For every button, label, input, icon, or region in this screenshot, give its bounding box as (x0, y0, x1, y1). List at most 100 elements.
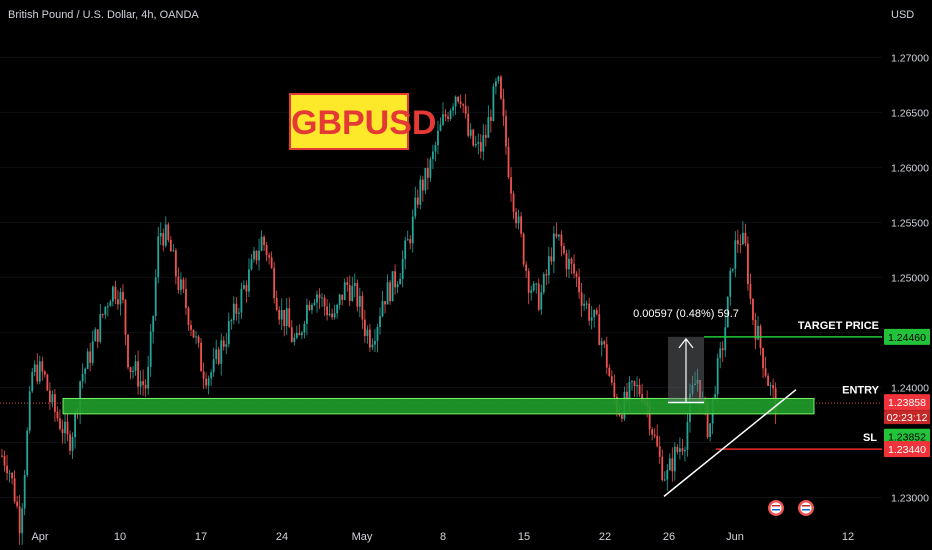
candle-body (84, 368, 87, 374)
candle-body (583, 303, 586, 306)
candle-body (366, 329, 369, 337)
candle-body (288, 308, 291, 328)
candle-body (502, 98, 505, 117)
candle-body (86, 351, 89, 369)
event-icon-stripe (772, 505, 780, 507)
candle-body (613, 382, 616, 398)
candle-body (64, 421, 66, 434)
candle-body (741, 232, 744, 245)
candle-body (61, 429, 64, 434)
candle-body (479, 142, 482, 152)
candle-body (404, 240, 407, 259)
candle-body (154, 277, 157, 317)
entry-price-badge-bg (884, 428, 930, 445)
candle-body (69, 434, 71, 451)
event-icon-flag (770, 502, 782, 514)
time-tick-label: 10 (114, 531, 126, 543)
candle-body (495, 81, 497, 87)
candle-body (56, 411, 59, 419)
candle-body (545, 274, 548, 276)
candle-body (182, 279, 185, 289)
candle-body (442, 114, 444, 125)
candle-body (472, 129, 475, 146)
candle-body (26, 430, 29, 475)
candle-body (595, 309, 598, 315)
candle-body (391, 271, 394, 302)
candle-body (570, 258, 573, 264)
candle-body (185, 288, 187, 309)
candle-body (767, 375, 769, 386)
price-tick-label: 1.26000 (891, 162, 929, 174)
candle-body (668, 458, 671, 471)
candle-body (769, 385, 772, 387)
candle-body (434, 145, 437, 152)
candle-body (462, 104, 465, 106)
candle-body (568, 258, 570, 270)
candle-body (157, 236, 160, 278)
price-tick-label: 1.24000 (891, 382, 929, 394)
economic-event-icon[interactable] (768, 500, 784, 516)
candle-body (507, 146, 510, 178)
candle-body (212, 359, 215, 373)
candle-body (71, 436, 74, 451)
candle-body (621, 415, 623, 419)
candle-body (744, 232, 747, 244)
candle-body (117, 299, 119, 305)
candle-body (401, 258, 404, 279)
candle-body (600, 341, 603, 345)
candle-body (489, 117, 492, 121)
candle-body (230, 320, 233, 322)
candle-body (676, 446, 679, 452)
candle-body (550, 256, 553, 262)
time-axis[interactable]: Apr 10 17 24 May 8 15 22 26 Jun 12 (31, 531, 854, 543)
time-tick-label: 26 (663, 531, 675, 543)
candle-body (23, 474, 26, 509)
countdown-badge: 02:23:12 (887, 412, 928, 424)
candle-body (517, 216, 520, 224)
candle-body (464, 105, 467, 114)
candle-body (734, 240, 737, 269)
candle-body (210, 372, 213, 379)
price-axis[interactable]: USD 1.27000 1.26500 1.26000 1.25500 1.25000 1.… (882, 0, 932, 550)
candle-body (96, 329, 99, 342)
candle-body (444, 114, 447, 117)
candle-body (429, 159, 432, 178)
candle-body (542, 274, 545, 293)
candle-body (706, 404, 709, 438)
candle-body (280, 309, 283, 320)
candle-body (492, 86, 495, 121)
candle-body (162, 233, 165, 246)
candle-body (459, 101, 462, 105)
candle-body (311, 304, 313, 311)
candle-body (484, 135, 487, 138)
candle-body (673, 446, 676, 472)
candle-body (696, 379, 699, 384)
candle-body (588, 303, 591, 321)
candle-body (114, 286, 117, 300)
candle-body (215, 349, 218, 360)
candle-body (99, 314, 102, 342)
candle-body (273, 267, 276, 299)
candle-body (666, 470, 669, 480)
candle-body (250, 259, 253, 270)
symbol-title[interactable]: British Pound / U.S. Dollar, 4h, OANDA (8, 9, 199, 21)
candle-body (628, 382, 631, 401)
candle-body (414, 197, 417, 217)
candle-body (532, 283, 535, 291)
candle-body (638, 384, 641, 395)
drawings-layer: 0.00597 (0.48%) 59.7 TARGET PRICE SL ENTRY (0, 308, 882, 516)
candle-body (411, 216, 414, 244)
candle-body (36, 364, 39, 382)
price-tick-label: 1.23000 (891, 492, 929, 504)
economic-event-icon[interactable] (798, 500, 814, 516)
time-tick-label: 12 (842, 531, 854, 543)
candle-body (684, 449, 686, 452)
candle-body (122, 291, 124, 300)
candle-body (421, 179, 424, 191)
time-tick-label: May (352, 531, 373, 543)
candle-body (18, 506, 21, 534)
candle-body (177, 276, 180, 290)
candle-body (467, 113, 470, 136)
candle-body (661, 456, 664, 481)
